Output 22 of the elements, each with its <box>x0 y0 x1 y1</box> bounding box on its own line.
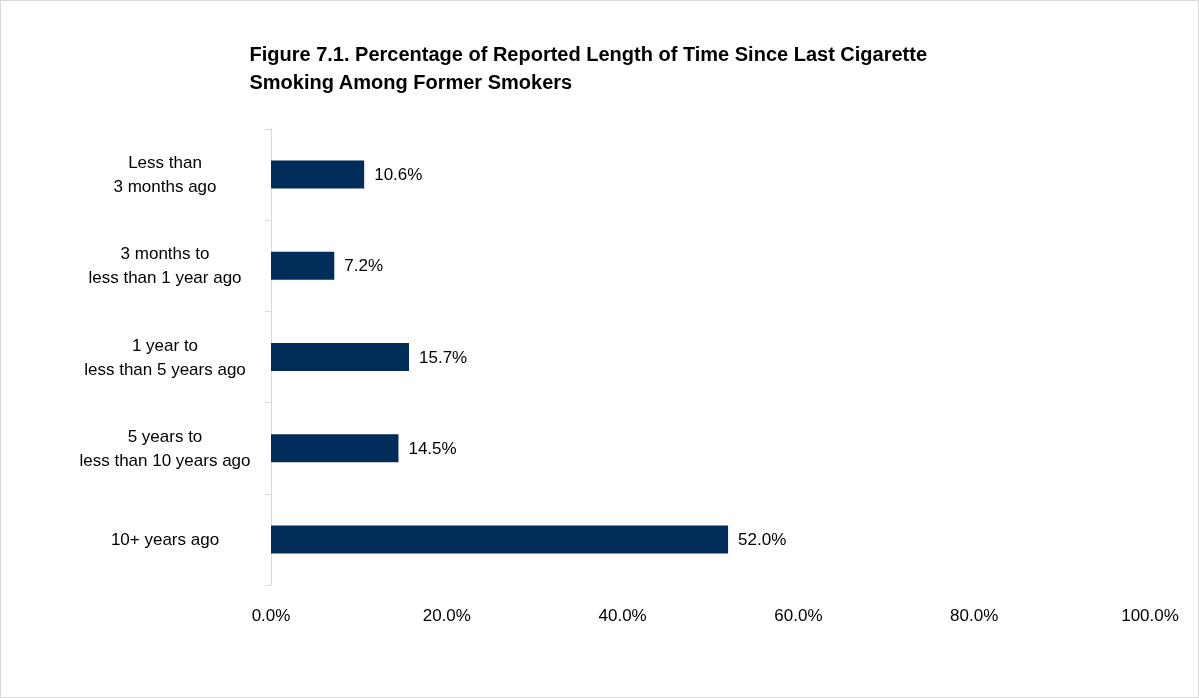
data-label: 14.5% <box>408 438 457 458</box>
data-label: 15.7% <box>419 347 468 367</box>
data-label: 7.2% <box>344 256 384 276</box>
data-label: 10.6% <box>374 165 423 185</box>
y-tick-label: Less than 3 months ago <box>113 153 217 197</box>
y-tick-label: 5 years to less than 10 years ago <box>79 426 251 470</box>
x-tick-label: 0.0% <box>251 606 291 625</box>
x-tick-label: 20.0% <box>422 606 471 625</box>
bar <box>271 525 729 554</box>
bar <box>271 434 399 463</box>
x-tick-label: 40.0% <box>598 606 647 625</box>
x-tick-label: 80.0% <box>950 606 999 625</box>
y-tick-label: 10+ years ago <box>110 529 220 549</box>
bar <box>271 343 409 371</box>
chart-title: Figure 7.1. Percentage of Reported Length of Time Since Last Cigarette Smoking Among Former Smokers <box>249 43 933 93</box>
bar <box>271 251 335 280</box>
data-label: 52.0% <box>738 529 787 549</box>
y-tick-label: 3 months to less than 1 year ago <box>88 244 242 288</box>
y-tick-label: 1 year to less than 5 years ago <box>84 335 246 379</box>
x-tick-label: 60.0% <box>774 606 823 625</box>
x-tick-label: 100.0% <box>1121 606 1179 625</box>
bar <box>271 160 365 189</box>
